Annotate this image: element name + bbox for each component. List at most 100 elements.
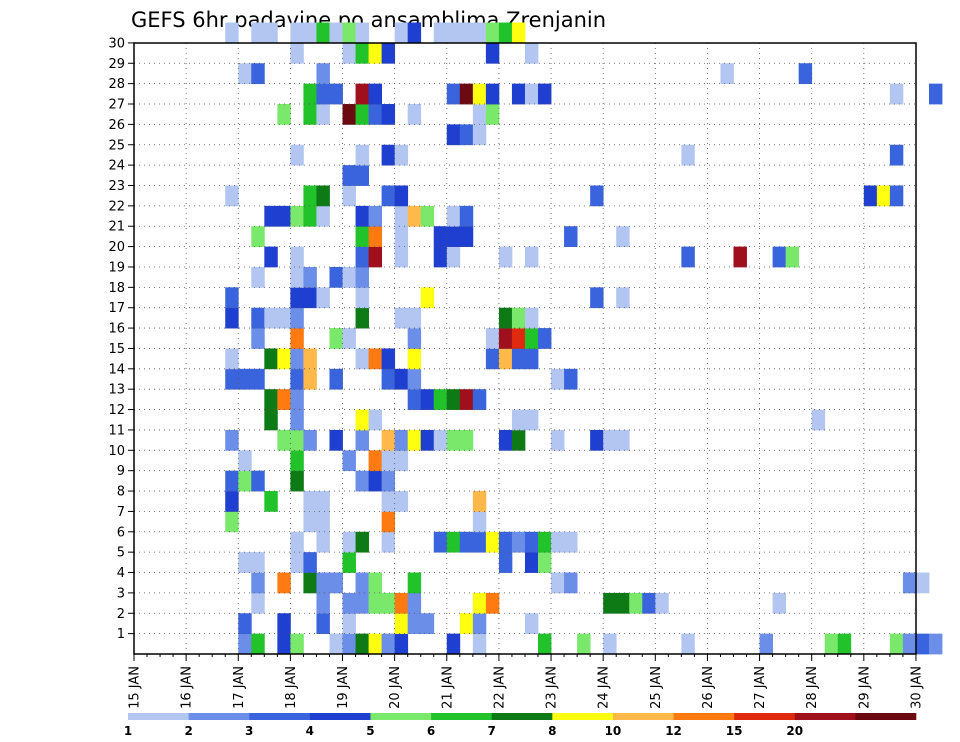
colorbar-label: 7	[488, 724, 496, 738]
x-tick-label: 29 JAN	[857, 666, 872, 709]
heatmap-cell	[511, 348, 526, 370]
y-tick-label: 30	[108, 36, 125, 51]
heatmap-cell	[681, 633, 695, 655]
heatmap-cell	[342, 328, 356, 349]
heatmap-cell	[394, 307, 409, 329]
heatmap-cell	[355, 246, 369, 268]
heatmap-cell	[485, 83, 500, 105]
heatmap-cell	[225, 348, 239, 370]
colorbar-swatch	[552, 713, 614, 720]
heatmap-cell	[290, 633, 304, 655]
heatmap-cell	[381, 470, 396, 492]
x-tick-label: 25 JAN	[649, 666, 664, 709]
heatmap-cell	[303, 22, 317, 44]
heatmap-cell	[381, 491, 396, 512]
heatmap-cell	[420, 287, 435, 309]
colorbar-label: 5	[366, 724, 374, 738]
colorbar-label: 15	[726, 724, 743, 738]
heatmap-cell	[264, 348, 278, 370]
heatmap-cell	[251, 592, 265, 614]
heatmap-cell	[368, 205, 383, 227]
colorbar-label: 2	[184, 724, 192, 738]
heatmap-cell	[889, 144, 904, 166]
y-tick-label: 11	[108, 423, 125, 438]
heatmap-cell	[446, 429, 461, 451]
heatmap-cell	[238, 470, 252, 492]
heatmap-cell	[238, 613, 252, 635]
heatmap-cell	[485, 42, 500, 64]
heatmap-cell	[564, 531, 578, 553]
heatmap-cell	[642, 592, 656, 614]
x-tick-label: 21 JAN	[440, 666, 455, 709]
heatmap-cell	[329, 83, 343, 105]
heatmap-cell	[394, 185, 409, 207]
x-tick-label: 15 JAN	[128, 666, 143, 709]
heatmap-cell	[720, 63, 734, 85]
heatmap-cell	[251, 633, 265, 655]
heatmap-cell	[524, 42, 539, 64]
heatmap-cell	[303, 266, 317, 288]
heatmap-cell	[303, 83, 317, 105]
colorbar-swatch	[855, 713, 917, 720]
heatmap-cell	[368, 572, 383, 594]
heatmap-cell	[355, 83, 369, 105]
heatmap-cell	[407, 389, 422, 410]
heatmap-cell	[811, 409, 826, 431]
heatmap-cell	[355, 226, 369, 247]
heatmap-cell	[251, 63, 265, 85]
heatmap-cell	[303, 368, 317, 390]
y-tick-label: 26	[108, 118, 125, 133]
y-tick-label: 19	[108, 260, 125, 275]
heatmap-cell	[524, 83, 539, 105]
heatmap-cell	[446, 226, 461, 247]
heatmap-cell	[355, 266, 369, 288]
y-tick-label: 16	[108, 322, 125, 337]
heatmap-cell	[498, 22, 513, 44]
heatmap-cell	[603, 592, 617, 614]
heatmap-cell	[303, 287, 317, 309]
heatmap-cell	[368, 633, 383, 655]
heatmap-cell	[394, 368, 409, 390]
heatmap-cell	[837, 633, 852, 655]
heatmap-cell	[524, 552, 539, 573]
heatmap-cell	[342, 165, 356, 186]
heatmap-cell	[394, 633, 409, 655]
heatmap-cell	[368, 246, 383, 268]
y-tick-label: 9	[117, 464, 125, 479]
heatmap-cell	[459, 22, 474, 44]
colorbar-swatch	[612, 713, 674, 720]
heatmap-cell	[681, 246, 695, 268]
heatmap-cell	[538, 531, 552, 553]
heatmap-cell	[407, 328, 422, 349]
heatmap-cell	[472, 633, 487, 655]
heatmap-cell	[394, 450, 409, 472]
heatmap-cell	[355, 531, 369, 553]
heatmap-cell	[290, 450, 304, 472]
heatmap-cell	[355, 409, 369, 431]
heatmap-cell	[342, 266, 356, 288]
heatmap-cell	[498, 348, 513, 370]
x-axis-ticks: 15 JAN 16 JAN 17 JAN 18 JAN 19 JAN 20 JAN 21 J…	[128, 654, 924, 709]
heatmap-cell	[524, 348, 539, 370]
y-tick-label: 13	[108, 383, 125, 398]
heatmap-cell	[498, 429, 513, 451]
heatmap-cell	[524, 531, 539, 553]
heatmap-cell	[538, 328, 552, 349]
heatmap-cell	[420, 205, 435, 227]
heatmap-cell	[446, 124, 461, 146]
heatmap-cell	[355, 348, 369, 370]
x-tick-label: 30 JAN	[909, 666, 924, 709]
heatmap-cell	[290, 266, 304, 288]
colorbar-label: 6	[427, 724, 435, 738]
heatmap-cell	[381, 368, 396, 390]
y-tick-label: 23	[108, 179, 125, 194]
heatmap-cell	[290, 205, 304, 227]
x-tick-label: 17 JAN	[232, 666, 247, 709]
heatmap-cell	[459, 389, 474, 410]
heatmap-cell	[290, 368, 304, 390]
y-tick-label: 29	[108, 57, 125, 72]
heatmap-cell	[446, 633, 461, 655]
heatmap-cell	[277, 572, 291, 594]
heatmap-cell	[290, 144, 304, 166]
